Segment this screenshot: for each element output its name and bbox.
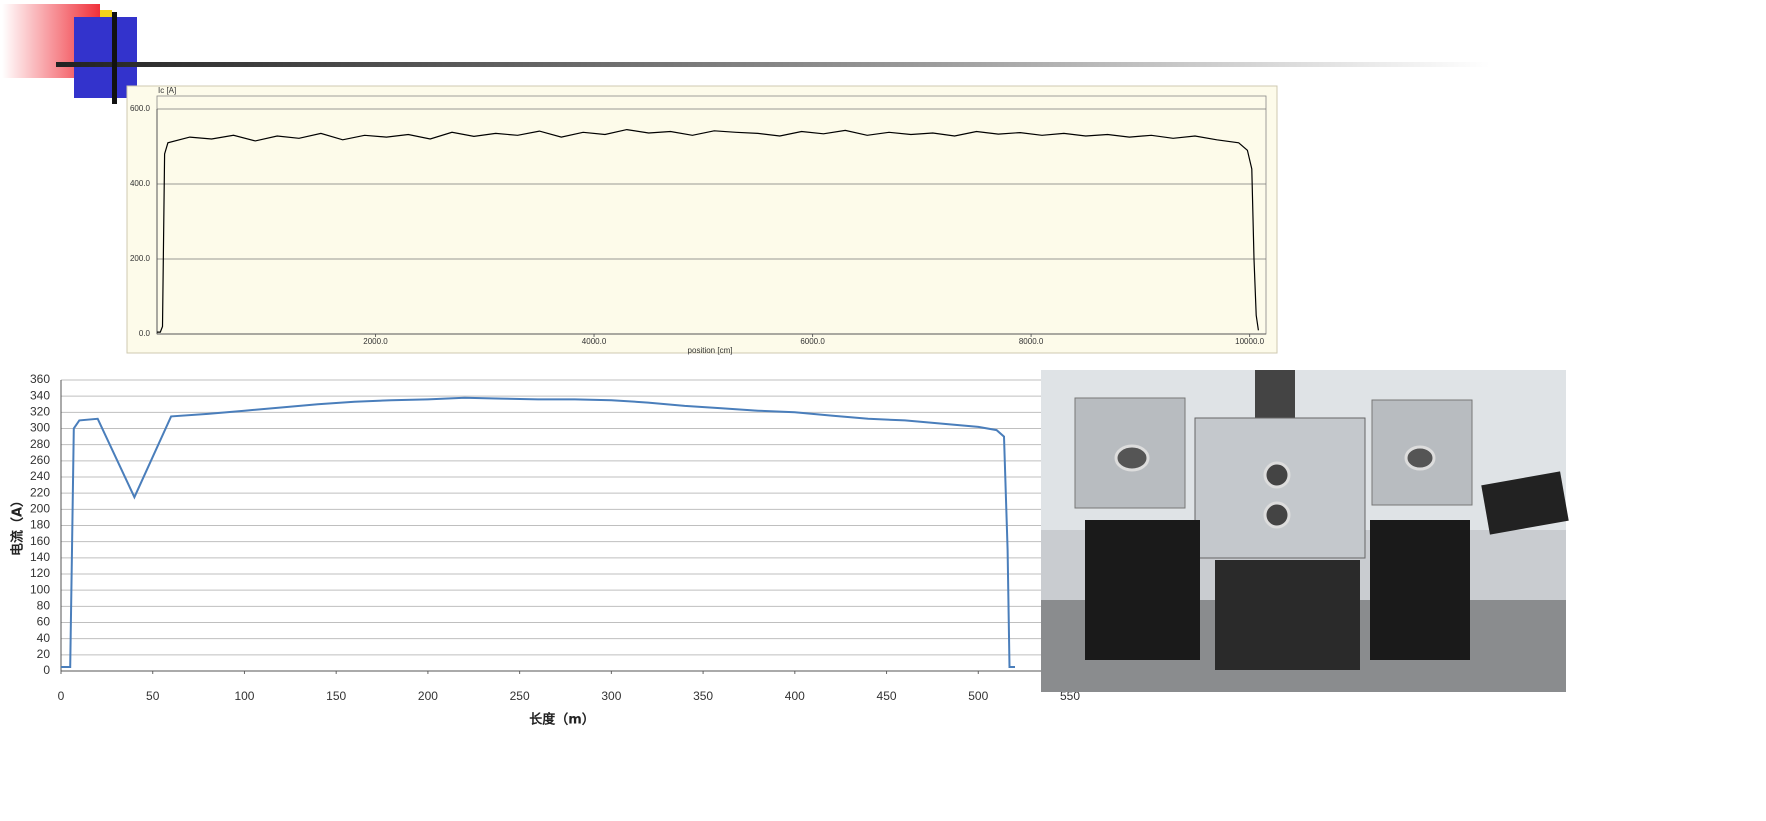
decor-line: [56, 62, 1490, 67]
x-tick-label: 100: [234, 689, 254, 703]
y-tick-label: 600.0: [130, 104, 151, 113]
data-line: [61, 396, 1015, 668]
x-tick-label: 350: [693, 689, 713, 703]
x-axis-label: 长度（m）: [529, 712, 595, 728]
y-tick-label: 0.0: [139, 329, 151, 338]
y-tick-label: 0: [43, 663, 50, 677]
y-tick-label: 360: [30, 372, 50, 386]
x-tick-label: 300: [601, 689, 621, 703]
y-axis-label: Ic [A]: [158, 86, 176, 95]
chart-2: 0 20 40 60 80 100 120 140 160 180 200 220 240 260 280 3…: [10, 372, 1081, 727]
y-tick-label: 260: [30, 453, 50, 467]
x-tick-label: 0: [58, 689, 65, 703]
x-tick-label: 6000.0: [800, 337, 825, 346]
y-tick-label: 80: [37, 599, 51, 613]
y-tick-label: 320: [30, 405, 50, 419]
decor-blue: [74, 17, 137, 98]
photo: [1041, 370, 1569, 692]
y-tick-label: 60: [37, 615, 51, 629]
chart-1: 0.0 200.0 400.0 600.0 2000.0 4000.0 6000.0 8000…: [130, 86, 1266, 355]
x-tick-label: 400: [785, 689, 805, 703]
y-tick-label: 280: [30, 437, 50, 451]
decor-yellow: [100, 10, 112, 20]
x-tick-label: 8000.0: [1019, 337, 1044, 346]
x-tick-label: 4000.0: [582, 337, 607, 346]
y-tick-label: 240: [30, 469, 50, 483]
y-tick-label: 100: [30, 582, 50, 596]
x-tick-label: 50: [146, 689, 160, 703]
y-tick-label: 220: [30, 485, 50, 499]
x-tick-label: 500: [968, 689, 988, 703]
y-tick-label: 140: [30, 550, 50, 564]
y-tick-label: 180: [30, 518, 50, 532]
chart1-panel: [126, 85, 1278, 354]
x-tick-label: 200: [418, 689, 438, 703]
y-tick-label: 200.0: [130, 254, 151, 263]
y-tick-label: 20: [37, 647, 51, 661]
data-line: [157, 128, 1259, 333]
x-axis-label: position [cm]: [688, 346, 733, 355]
y-tick-label: 200: [30, 502, 50, 516]
y-tick-label: 40: [37, 631, 51, 645]
x-tick-label: 2000.0: [363, 337, 388, 346]
y-tick-label: 120: [30, 566, 50, 580]
x-tick-label: 550: [1060, 689, 1080, 703]
y-tick-label: 300: [30, 421, 50, 435]
decor-cross: [112, 12, 117, 104]
x-tick-label: 150: [326, 689, 346, 703]
y-tick-label: 340: [30, 388, 50, 402]
y-axis-label: 电流（A）: [10, 494, 26, 556]
x-tick-label: 250: [510, 689, 530, 703]
y-tick-label: 160: [30, 534, 50, 548]
x-tick-label: 450: [877, 689, 897, 703]
y-tick-label: 400.0: [130, 179, 151, 188]
x-tick-label: 10000.0: [1235, 337, 1264, 346]
